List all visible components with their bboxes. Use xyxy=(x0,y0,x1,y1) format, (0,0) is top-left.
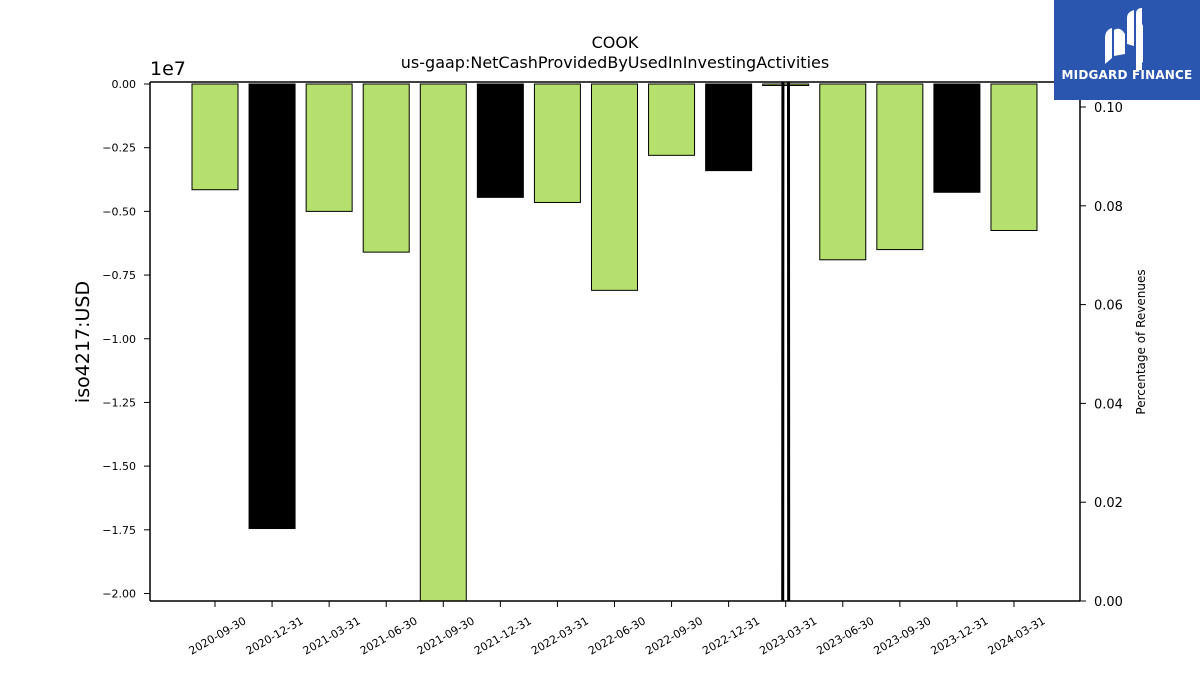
y-tick-label: −1.25 xyxy=(102,396,136,409)
y2-tick-label: 0.10 xyxy=(1094,101,1123,116)
x-tick-label: 2022-03-31 xyxy=(529,614,591,657)
y2-axis-label: Percentage of Revenues xyxy=(1134,269,1148,414)
y-tick-label: −0.75 xyxy=(102,269,136,282)
bars-group xyxy=(191,82,1038,601)
bar-2022-09-30 xyxy=(648,83,696,156)
x-tick-label: 2021-03-31 xyxy=(301,614,363,657)
y2-tick-label: 0.06 xyxy=(1094,299,1123,314)
percentage-of-revenues-line xyxy=(781,82,791,601)
x-tick-label: 2021-12-31 xyxy=(472,614,534,657)
y2-tick-label: 0.02 xyxy=(1094,496,1123,511)
x-tick-label: 2023-06-30 xyxy=(814,614,876,657)
y-tick-label: −1.00 xyxy=(102,333,136,346)
bar-2024-03-31 xyxy=(990,83,1038,231)
y2-tick-label: 0.00 xyxy=(1094,595,1123,610)
bar-2021-06-30 xyxy=(362,83,410,253)
bar-2023-09-30 xyxy=(876,83,924,251)
y-tick-label: −2.00 xyxy=(102,588,136,601)
bar-2023-06-30 xyxy=(819,83,867,261)
logo-mark-icon xyxy=(1105,8,1143,70)
x-tick-label: 2024-03-31 xyxy=(986,614,1048,657)
bar-2022-06-30 xyxy=(590,83,638,291)
bar-2021-03-31 xyxy=(305,83,353,212)
bar-2021-12-31 xyxy=(476,83,524,198)
bar-2022-03-31 xyxy=(533,83,581,203)
y-axis-label: iso4217:USD xyxy=(72,281,94,403)
x-tick-label: 2022-09-30 xyxy=(643,614,705,657)
y-axis-offset-label: 1e7 xyxy=(150,58,186,80)
x-tick-label: 2023-09-30 xyxy=(871,614,933,657)
midgard-finance-logo: MIDGARD FINANCE xyxy=(1054,0,1200,100)
x-tick-label: 2020-12-31 xyxy=(244,614,306,657)
bar-2020-12-31 xyxy=(248,83,296,530)
y-tick-label: −1.75 xyxy=(102,524,136,537)
plot-area: 0.00 −0.25 −0.50 −0.75 −1.00 −1.25 −1.50 −1.75 −… xyxy=(102,78,1123,658)
y-tick-label: −0.50 xyxy=(102,205,136,218)
x-tick-label: 2021-06-30 xyxy=(358,614,420,657)
x-tick-label: 2020-09-30 xyxy=(187,614,249,657)
bar-2020-09-30 xyxy=(191,83,239,191)
y-tick-label: 0.00 xyxy=(112,78,137,91)
bar-2021-09-30 xyxy=(419,83,467,601)
x-tick-label: 2022-06-30 xyxy=(586,614,648,657)
x-tick-label: 2022-12-31 xyxy=(700,614,762,657)
bar-2023-12-31 xyxy=(933,83,981,193)
logo-text: MIDGARD FINANCE xyxy=(1061,68,1193,82)
y2-tick-label: 0.04 xyxy=(1094,397,1123,412)
chart-title: COOK xyxy=(592,33,639,52)
y-tick-label: −0.25 xyxy=(102,142,136,155)
x-tick-label: 2021-09-30 xyxy=(415,614,477,657)
x-tick-label: 2023-03-31 xyxy=(757,614,819,657)
y2-tick-label: 0.08 xyxy=(1094,200,1123,215)
chart-subtitle: us-gaap:NetCashProvidedByUsedInInvesting… xyxy=(401,53,829,72)
y-tick-label: −1.50 xyxy=(102,460,136,473)
bar-2023-03-31 xyxy=(762,83,810,86)
bar-2022-12-31 xyxy=(705,83,753,172)
x-tick-label: 2023-12-31 xyxy=(929,614,991,657)
